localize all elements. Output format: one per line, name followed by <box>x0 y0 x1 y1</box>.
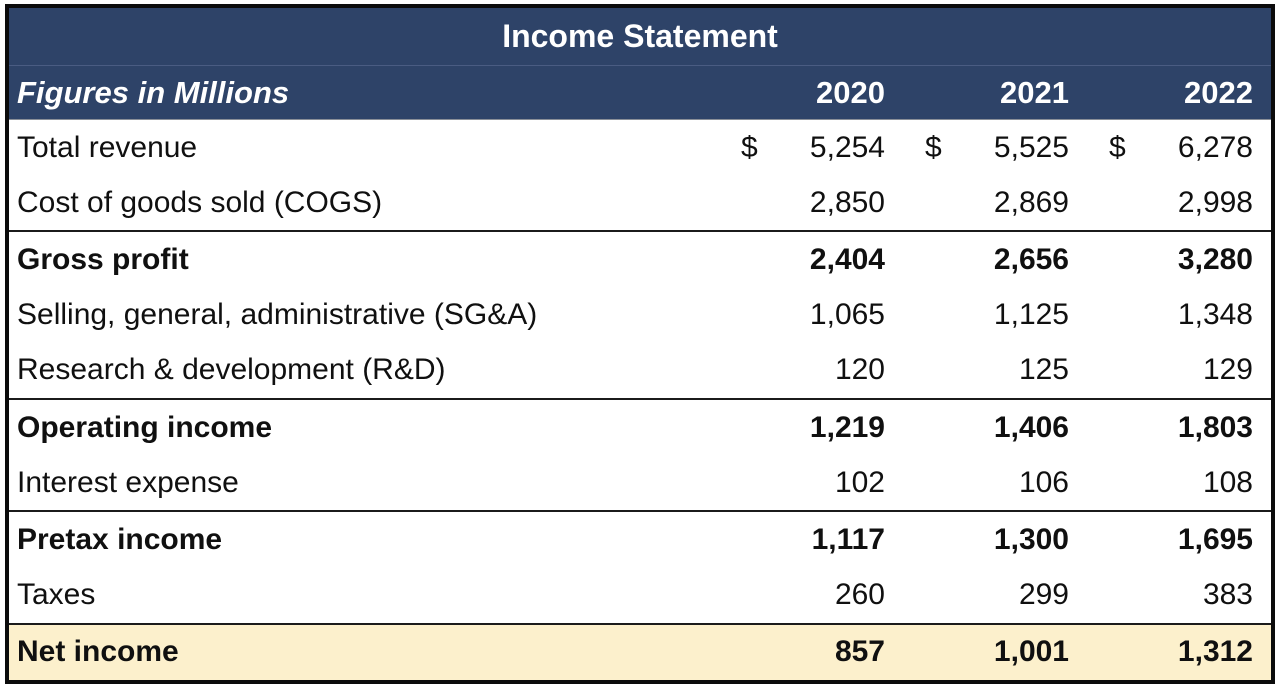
dollar-sign: $ <box>1109 130 1126 164</box>
table-row-taxes: Taxes 260 299 383 <box>9 567 1271 623</box>
table-row-cogs: Cost of goods sold (COGS) 2,850 2,869 2,… <box>9 175 1271 231</box>
income-statement-table: Income Statement Figures in Millions 202… <box>5 4 1275 684</box>
cell-value: 129 <box>1202 353 1253 387</box>
column-header-2021: 2021 <box>1000 74 1069 110</box>
table-row-rnd: Research & development (R&D) 120 125 129 <box>9 342 1271 399</box>
cell-value: 1,219 <box>809 410 885 444</box>
cell-value-with-currency: $ 6,278 <box>1087 131 1271 165</box>
cell-value-with-currency: $ 5,525 <box>903 131 1087 165</box>
table-subtitle: Figures in Millions <box>17 74 290 110</box>
cell-value: 3,280 <box>1177 243 1253 276</box>
table-row-net-income: Net income 857 1,001 1,312 <box>9 622 1271 681</box>
cell-value: 1,803 <box>1177 410 1253 444</box>
row-label: Total revenue <box>17 130 198 164</box>
row-label: Taxes <box>17 578 96 612</box>
row-label: Interest expense <box>17 465 239 499</box>
table-title-row: Income Statement <box>9 8 1271 66</box>
row-label: Gross profit <box>17 243 189 276</box>
table-row-operating-income: Operating income 1,219 1,406 1,803 <box>9 398 1271 456</box>
cell-value: 5,525 <box>993 130 1069 164</box>
cell-value: 108 <box>1202 465 1253 499</box>
cell-value: 2,850 <box>809 185 885 219</box>
cell-value: 857 <box>834 635 885 669</box>
table-row-interest-expense: Interest expense 102 106 108 <box>9 455 1271 511</box>
dollar-sign: $ <box>925 130 942 164</box>
table-header-row: Figures in Millions 2020 2021 2022 <box>9 66 1271 120</box>
cell-value: 299 <box>1018 578 1069 612</box>
table-row-gross-profit: Gross profit 2,404 2,656 3,280 <box>9 230 1271 288</box>
column-header-2020: 2020 <box>816 74 885 110</box>
cell-value: 383 <box>1202 578 1253 612</box>
cell-value: 125 <box>1018 353 1069 387</box>
row-label: Research & development (R&D) <box>17 353 446 387</box>
cell-value: 2,656 <box>993 243 1069 276</box>
cell-value: 120 <box>834 353 885 387</box>
cell-value: 1,312 <box>1177 635 1253 669</box>
row-label: Net income <box>17 635 179 669</box>
cell-value: 1,695 <box>1177 523 1253 557</box>
cell-value: 106 <box>1018 465 1069 499</box>
table-title: Income Statement <box>502 18 778 54</box>
cell-value: 6,278 <box>1177 130 1253 164</box>
cell-value-with-currency: $ 5,254 <box>719 131 903 165</box>
cell-value: 1,300 <box>993 523 1069 557</box>
table-row-total-revenue: Total revenue $ 5,254 $ 5,525 $ 6,278 <box>9 120 1271 176</box>
cell-value: 1,348 <box>1177 298 1253 332</box>
row-label: Pretax income <box>17 523 223 557</box>
cell-value: 1,001 <box>993 635 1069 669</box>
cell-value: 1,065 <box>809 298 885 332</box>
cell-value: 2,869 <box>993 185 1069 219</box>
cell-value: 102 <box>834 465 885 499</box>
cell-value: 5,254 <box>809 130 885 164</box>
table-row-sga: Selling, general, administrative (SG&A) … <box>9 287 1271 343</box>
cell-value: 2,998 <box>1177 185 1253 219</box>
cell-value: 1,125 <box>993 298 1069 332</box>
cell-value: 2,404 <box>809 243 885 276</box>
column-header-2022: 2022 <box>1184 74 1253 110</box>
row-label: Operating income <box>17 410 273 444</box>
table-row-pretax-income: Pretax income 1,117 1,300 1,695 <box>9 510 1271 568</box>
row-label: Cost of goods sold (COGS) <box>17 185 383 219</box>
row-label: Selling, general, administrative (SG&A) <box>17 298 538 332</box>
cell-value: 260 <box>834 578 885 612</box>
cell-value: 1,406 <box>993 410 1069 444</box>
cell-value: 1,117 <box>811 523 885 557</box>
dollar-sign: $ <box>741 130 758 164</box>
